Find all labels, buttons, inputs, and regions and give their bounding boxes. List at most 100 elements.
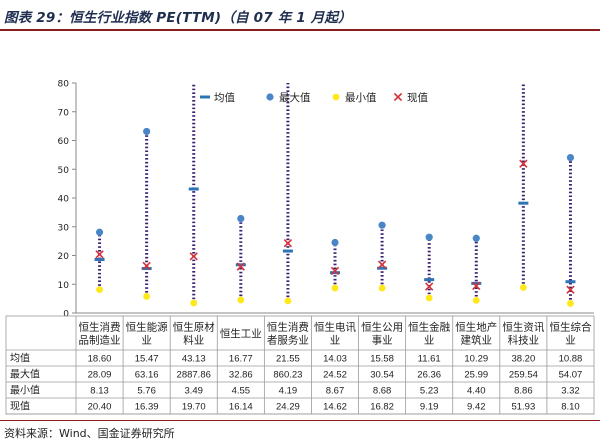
table-cell: 28.09	[88, 370, 112, 381]
source-note: 资料来源：Wind、国金证券研究所	[4, 427, 175, 440]
category-label: 恒生公用	[361, 321, 403, 334]
avg-marker	[377, 266, 388, 270]
legend-label: 最大值	[279, 91, 311, 104]
source-divider	[0, 420, 600, 421]
table-cell: 8.10	[561, 402, 580, 413]
table-cell: 25.99	[464, 370, 488, 381]
table-cell: 2887.86	[177, 370, 211, 381]
category-label: 恒生资讯	[502, 321, 544, 334]
min-marker	[237, 296, 245, 304]
current-marker	[142, 261, 151, 271]
min-marker	[96, 286, 103, 294]
min-marker	[567, 300, 574, 307]
max-marker	[331, 238, 339, 247]
avg-marker	[518, 201, 529, 205]
y-tick-label: 40	[58, 195, 70, 205]
min-marker	[519, 284, 527, 291]
legend-label: 均值	[214, 91, 235, 104]
chart-axes: 0 10 20 30 40 50 60 70 80	[58, 80, 594, 320]
avg-marker	[330, 271, 340, 275]
avg-marker	[471, 281, 482, 285]
current-marker	[236, 262, 245, 271]
table-cell: 20.40	[88, 402, 112, 413]
y-tick-label: 70	[58, 108, 70, 118]
y-tick-label: 20	[58, 252, 70, 262]
table-cell: 259.54	[509, 370, 538, 381]
table-cell: 32.86	[229, 370, 253, 381]
current-marker	[189, 252, 198, 261]
table-cell: 19.70	[182, 402, 206, 413]
max-marker	[378, 221, 386, 229]
category-label: 恒生金融	[408, 321, 450, 334]
y-tick-label: 50	[58, 166, 70, 176]
table-cell: 3.32	[561, 386, 580, 397]
max-marker	[566, 153, 575, 162]
max-marker	[95, 228, 104, 236]
y-tick-label: 60	[58, 137, 70, 147]
current-marker	[566, 285, 575, 294]
table-cell: 14.62	[323, 402, 347, 413]
category-label: 品制造业	[79, 334, 121, 347]
table-cell: 11.61	[418, 354, 441, 365]
category-label: 事业	[372, 334, 393, 347]
table-cell: 38.20	[511, 354, 535, 365]
current-marker	[95, 250, 104, 259]
min-marker	[425, 294, 433, 302]
max-marker	[237, 214, 245, 223]
table-cell: 8.68	[373, 386, 392, 397]
legend-avg-swatch	[200, 95, 210, 99]
legend-label: 最小值	[345, 91, 377, 104]
category-label: 业	[330, 335, 341, 347]
min-marker	[143, 293, 151, 300]
category-label: 建筑业	[461, 334, 493, 347]
legend-min-swatch	[332, 93, 340, 101]
avg-marker	[424, 278, 435, 282]
table-cell: 16.77	[229, 354, 253, 365]
current-marker	[377, 260, 387, 269]
chart-legend: 均值 最大值 最小值 现值	[200, 91, 428, 104]
avg-marker	[282, 249, 293, 253]
data-markers	[94, 127, 576, 307]
row-label: 均值	[10, 352, 30, 365]
category-label: 业	[141, 335, 152, 347]
row-label: 最大值	[10, 368, 40, 381]
table-cell: 4.40	[467, 386, 486, 397]
min-marker	[331, 284, 339, 292]
legend-label: 现值	[407, 91, 428, 104]
table-cell: 15.47	[135, 354, 159, 365]
category-label: 业	[424, 335, 435, 347]
table-cell: 26.36	[417, 370, 441, 381]
table-cell: 8.86	[514, 386, 533, 397]
table-cell: 5.23	[420, 386, 439, 397]
y-tick-label: 30	[58, 223, 70, 233]
table-cell: 10.88	[559, 354, 583, 365]
avg-marker	[235, 263, 246, 267]
table-cell: 5.76	[137, 386, 156, 397]
category-label: 科技业	[508, 334, 540, 347]
table-cell: 43.13	[182, 354, 206, 365]
table-cell: 4.19	[279, 386, 298, 397]
max-marker	[425, 233, 433, 241]
avg-marker	[188, 187, 199, 191]
table-cell: 24.29	[276, 402, 300, 413]
table-cell: 16.82	[370, 402, 394, 413]
row-label: 现值	[10, 400, 30, 413]
table-cell: 8.67	[326, 386, 345, 397]
table-cell: 30.54	[370, 370, 394, 381]
avg-marker	[565, 280, 576, 284]
y-tick-label: 0	[63, 310, 69, 320]
current-marker	[519, 159, 528, 168]
category-label: 恒生地产	[455, 321, 497, 334]
table-cell: 10.29	[464, 354, 488, 365]
max-marker	[472, 234, 480, 242]
table-cell: 24.52	[323, 370, 347, 381]
min-marker	[378, 284, 386, 292]
title-bar: 图表 29：恒生行业指数 PE(TTM)（自 07 年 1 月起）	[0, 0, 600, 31]
table-cell: 16.39	[135, 402, 159, 413]
category-label: 恒生工业	[220, 327, 262, 340]
y-tick-label: 10	[58, 281, 70, 291]
category-label: 恒生原材	[173, 321, 215, 334]
table-cell: 15.58	[370, 354, 394, 365]
title-divider	[0, 29, 600, 31]
category-label: 恒生能源	[126, 321, 168, 334]
